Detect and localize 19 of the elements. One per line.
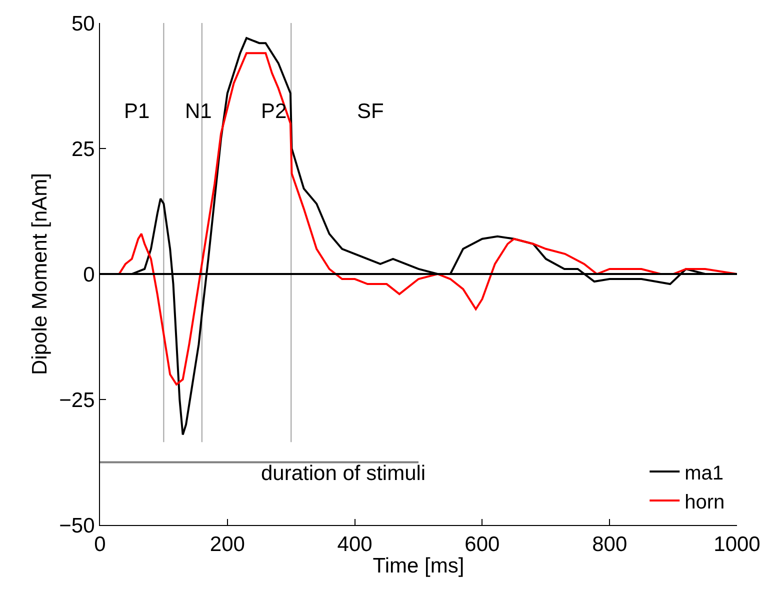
x-tick-label: 1000 [714, 533, 760, 556]
y-tick-label: −25 [59, 388, 95, 412]
y-tick-label: −50 [59, 514, 95, 538]
y-tick-label: 0 [83, 263, 95, 286]
y-axis-title: Dipole Moment [nAm] [28, 173, 52, 375]
annotation: P1 [124, 100, 150, 123]
x-tick-label: 400 [337, 533, 372, 556]
annotation: N1 [185, 100, 212, 123]
annotation: SF [357, 100, 384, 123]
x-tick-label: 800 [592, 533, 628, 556]
x-tick-label: 200 [210, 533, 245, 556]
x-axis-title: Time [ms] [372, 554, 464, 578]
legend-label: horn [684, 491, 725, 514]
annotation: duration of stimuli [261, 462, 426, 485]
annotation: P2 [261, 100, 287, 123]
legend-label: ma1 [684, 462, 724, 484]
y-tick-label: 25 [71, 138, 95, 161]
y-tick-label: 50 [71, 12, 95, 36]
x-tick-label: 600 [464, 533, 500, 556]
